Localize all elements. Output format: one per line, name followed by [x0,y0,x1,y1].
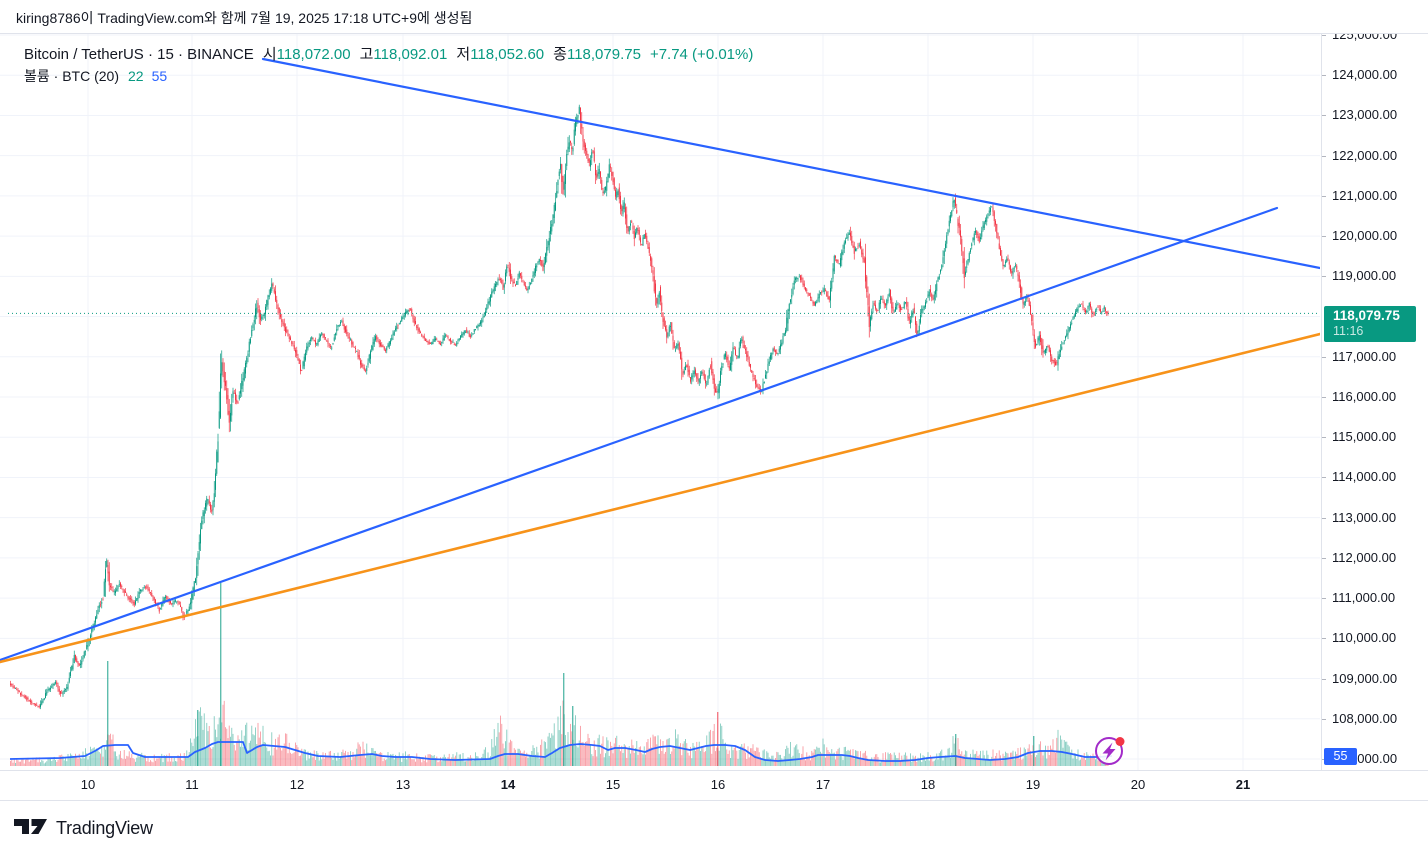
price-axis-tick [1322,195,1326,197]
chart-svg[interactable] [0,33,1321,770]
chart-canvas[interactable]: Bitcoin / TetherUS · 15 · BINANCE 시118,07… [0,33,1320,770]
price-axis-label: 115,000.00 [1332,429,1397,445]
price-axis-label: 111,000.00 [1332,590,1396,606]
price-axis-label: 117,000.00 [1332,348,1397,364]
price-axis-tick [1322,276,1326,278]
trendline-descending-resistance[interactable] [261,57,1320,270]
price-axis-tick [1322,236,1326,238]
volume-spike [955,734,957,766]
tradingview-wordmark: TradingView [56,817,153,838]
volume-value-badge: 55 [1324,748,1357,765]
price-axis-tick [1322,35,1326,36]
volume-spike [197,710,199,766]
change-value: +7.74 (+0.01%) [649,46,754,63]
ohlc-label: 시 [262,46,277,63]
volume-spike [220,583,222,766]
alert-dot [1115,737,1125,746]
trendline-long-support[interactable] [0,332,1320,664]
price-axis-tick [1322,477,1326,479]
price-axis-tick [1322,155,1326,157]
current-price-badge: 118,079.75 11:16 [1324,306,1416,343]
time-axis-label: 16 [710,777,726,792]
price-axis-tick [1322,115,1326,117]
ohlc-label: 종 [553,46,567,63]
indicator-ma-value: 55 [151,68,168,84]
price-axis-label: 110,000.00 [1332,630,1397,646]
time-axis-label: 14 [500,777,516,792]
price-axis-label: 114,000.00 [1332,469,1397,485]
volume-spike [107,661,109,766]
price-axis-label: 122,000.00 [1332,147,1398,163]
time-axis-label: 17 [815,777,831,792]
volume-spike [717,712,719,766]
price-axis-tick [1322,356,1326,358]
price-axis-tick [1322,517,1326,519]
symbol-title[interactable]: Bitcoin / TetherUS · 15 · BINANCE [24,46,254,63]
flash-icon[interactable] [1095,737,1125,765]
price-axis-label: 119,000.00 [1332,268,1397,284]
trendline-ascending-support[interactable] [0,206,1279,662]
ohlc-label: 저 [456,46,471,63]
volume-spike [572,706,574,766]
volume-ma-line[interactable] [9,741,1113,762]
time-axis[interactable]: 10 11 12 13 14 15 16 17 18 19 20 21 [0,770,1428,801]
bar-countdown: 11:16 [1333,324,1364,339]
price-axis-label: 108,000.00 [1332,710,1398,726]
volume-series [10,583,1109,766]
ohlc-value: 118,079.75 [566,46,641,63]
price-axis-tick [1322,638,1326,640]
chart-legend: Bitcoin / TetherUS · 15 · BINANCE 시118,07… [24,45,753,86]
price-axis[interactable]: 118,079.75 11:16 55 125,000.00 124,000.00… [1321,27,1428,800]
price-axis-tick [1322,437,1326,439]
time-axis-label: 15 [605,777,621,792]
price-axis-label: 120,000.00 [1332,228,1398,244]
ohlc-label: 고 [359,46,374,63]
current-price-value: 118,079.75 [1333,308,1400,324]
price-axis-tick [1322,557,1326,559]
price-axis-label: 124,000.00 [1332,67,1398,83]
price-axis-tick [1322,598,1326,600]
attribution-bar: kiring8786이 TradingView.com와 함께 7월 19, 2… [0,0,1428,34]
time-axis-label: 21 [1235,777,1251,792]
indicator-title[interactable]: 볼륨 · BTC (20) [24,68,119,84]
price-axis-label: 116,000.00 [1332,389,1397,404]
time-axis-label: 13 [395,777,411,792]
time-axis-label: 19 [1025,777,1041,792]
ohlc-value: 118,092.01 [373,46,448,63]
time-axis-label: 11 [185,777,199,792]
ohlc-readout: 시118,072.00 고118,092.01 저118,052.60 종118,07… [254,46,641,63]
price-axis-tick [1322,718,1326,720]
attribution-text: kiring8786이 TradingView.com와 함께 7월 19, 2… [16,10,473,26]
price-axis-tick [1322,75,1326,77]
time-axis-label: 18 [920,777,936,792]
price-axis-label: 109,000.00 [1332,670,1398,686]
time-axis-label: 10 [80,777,96,792]
price-axis-tick [1322,397,1326,398]
price-axis-label: 112,000.00 [1332,549,1397,565]
time-axis-label: 12 [289,777,305,792]
grid [0,33,1320,770]
tradingview-logo[interactable]: TradingView [14,813,153,843]
ohlc-value: 118,052.60 [470,46,545,63]
price-axis-tick [1322,678,1326,680]
price-axis-label: 121,000.00 [1332,187,1398,203]
price-axis-label: 113,000.00 [1332,509,1397,525]
ohlc-value: 118,072.00 [276,46,351,63]
volume-spike [563,673,565,766]
tradingview-mark-icon [14,819,47,834]
volume-spike [1033,736,1035,766]
time-axis-label: 20 [1130,777,1146,792]
indicator-volume-value: 22 [128,68,144,84]
price-axis-label: 123,000.00 [1332,107,1398,123]
